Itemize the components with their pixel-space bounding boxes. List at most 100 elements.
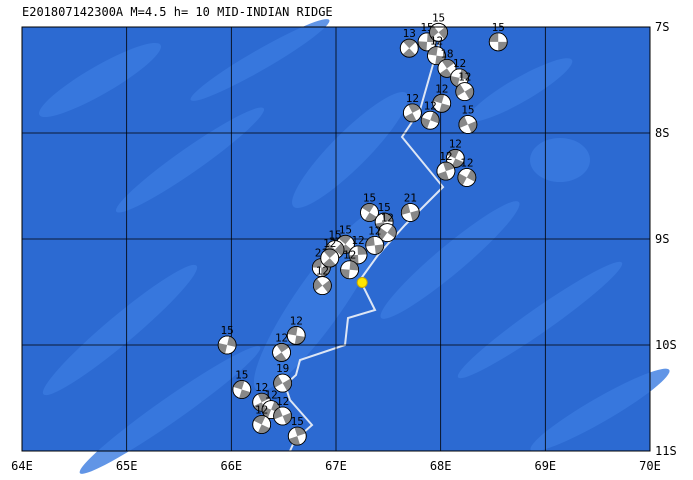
focal-mechanism — [360, 203, 379, 222]
focal-mechanism — [429, 22, 448, 42]
focal-mechanism — [286, 326, 306, 345]
beachball-outline — [365, 235, 385, 255]
focal-mechanism — [340, 260, 360, 280]
depth-label: 15 — [432, 11, 445, 24]
focal-mechanism — [436, 161, 456, 181]
map-frame — [21, 26, 651, 452]
ridge-line — [283, 39, 445, 452]
map-title: E201807142300A M=4.5 h= 10 MID-INDIAN RI… — [22, 5, 333, 19]
beachball-outline — [360, 203, 379, 222]
beachball-outline — [420, 110, 440, 130]
focal-mechanism — [287, 426, 307, 446]
beachball-outline — [348, 245, 368, 265]
beachball-outline — [312, 276, 332, 296]
depth-label: 12 — [323, 237, 336, 250]
focal-mechanism — [272, 343, 291, 362]
focal-mechanism — [458, 115, 478, 134]
depth-label: 12 — [276, 395, 289, 408]
depth-label: 12 — [453, 57, 466, 70]
beachball-outline — [417, 32, 437, 52]
focal-mechanism — [312, 276, 332, 296]
beachball-quadrant — [287, 326, 298, 336]
beachball-quadrant — [464, 87, 474, 100]
beachball-outline — [286, 326, 306, 345]
lon-tick-label: 70E — [639, 459, 661, 473]
lat-tick-label: 9S — [655, 232, 669, 246]
depth-label: 12 — [439, 150, 452, 163]
depth-label: 12 — [424, 99, 437, 112]
depth-label: 12 — [290, 314, 303, 327]
depth-label: 12 — [351, 234, 364, 247]
beachball-quadrant — [357, 245, 367, 255]
beachball-quadrant — [382, 213, 393, 223]
beachball-quadrant — [274, 352, 287, 362]
epicenter — [356, 276, 368, 288]
beachball-quadrant — [323, 258, 336, 268]
focal-mechanism — [403, 103, 422, 123]
focal-mechanism — [232, 380, 252, 399]
beachball-quadrant — [253, 415, 266, 425]
lat-tick-label: 8S — [655, 126, 669, 140]
depth-label: 12 — [343, 249, 356, 262]
beachball-outline — [427, 46, 446, 66]
depth-label: 12 — [255, 404, 268, 417]
depth-label: 12 — [458, 71, 471, 84]
beachball-quadrant — [447, 149, 459, 159]
beachball-outline — [488, 32, 508, 52]
beachball-quadrant — [429, 25, 439, 38]
beachball-quadrant — [457, 173, 467, 186]
depth-label: 18 — [440, 47, 453, 60]
focal-mechanism — [365, 235, 385, 255]
beachball-outline — [232, 380, 252, 399]
lat-tick-label: 11S — [655, 444, 677, 458]
beachball-outline — [436, 161, 456, 181]
beachball-quadrant — [378, 227, 388, 240]
beachball-quadrant — [218, 342, 228, 354]
lon-tick-label: 67E — [325, 459, 347, 473]
depth-label: 12 — [406, 92, 419, 105]
lon-tick-label: 64E — [11, 459, 33, 473]
focal-mechanism — [445, 149, 465, 168]
depth-label: 13 — [403, 27, 416, 40]
depth-label: 19 — [276, 362, 289, 375]
beachball-outline — [458, 115, 478, 134]
beachball-quadrant — [451, 158, 464, 168]
depth-label: 12 — [368, 224, 381, 237]
beachball-quadrant — [276, 343, 290, 353]
depth-label: 12 — [381, 212, 394, 225]
beachball-outline — [399, 38, 419, 58]
focal-mechanism — [320, 248, 340, 268]
focal-mechanism — [455, 82, 475, 102]
beachball-outline — [377, 223, 397, 243]
beachball-quadrant — [466, 169, 476, 182]
beachball-outline — [217, 335, 237, 355]
depth-label: 15 — [291, 415, 304, 428]
depth-label: 21 — [404, 192, 417, 205]
focal-mechanism — [399, 38, 419, 58]
beachball-outline — [252, 415, 272, 434]
beachball-quadrant — [257, 393, 270, 403]
beachball-outline — [429, 22, 448, 42]
focal-mechanism — [217, 335, 237, 355]
beachball-quadrant — [227, 336, 237, 348]
lon-tick-label: 66E — [220, 459, 242, 473]
depth-label: 15 — [235, 369, 248, 382]
focal-mechanism — [273, 406, 293, 426]
beachball-outline — [400, 203, 420, 222]
beachball-quadrant — [467, 121, 477, 133]
depth-label: 12 — [430, 35, 443, 48]
beachball-quadrant — [459, 69, 469, 80]
depth-label: 12 — [435, 82, 448, 95]
beachball-quadrant — [435, 55, 446, 65]
lon-tick-label: 68E — [430, 459, 452, 473]
beachball-quadrant — [340, 268, 350, 279]
depth-label: 12 — [255, 381, 268, 394]
beachball-outline — [272, 343, 291, 362]
focal-mechanism — [420, 110, 440, 130]
beachball-quadrant — [313, 278, 323, 292]
depth-label: 15 — [363, 192, 376, 205]
beachball-quadrant — [338, 235, 352, 245]
depth-label: 15 — [461, 104, 474, 117]
